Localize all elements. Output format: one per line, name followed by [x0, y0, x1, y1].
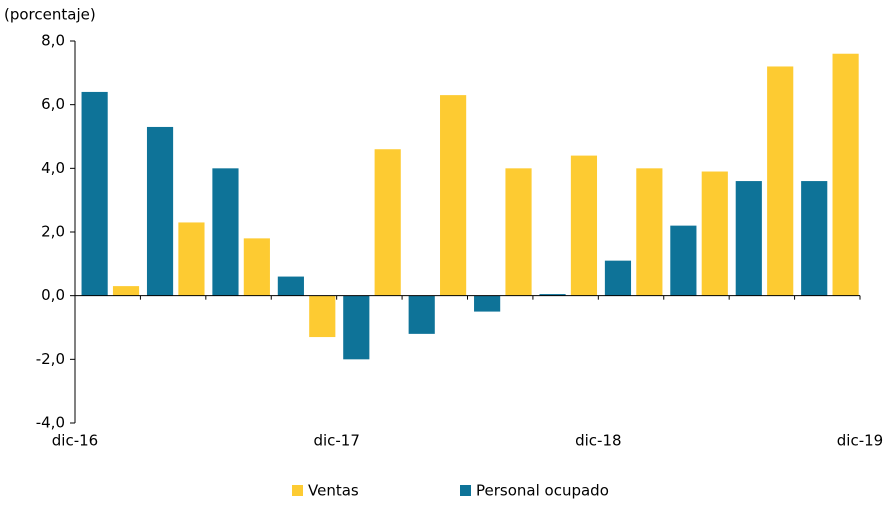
bar — [604, 260, 632, 296]
bar — [178, 222, 205, 296]
bar — [440, 95, 467, 296]
y-tick-label: -4,0 — [36, 414, 65, 432]
bar — [670, 225, 697, 296]
bar — [146, 126, 174, 296]
bar — [832, 53, 859, 296]
y-tick-label: 8,0 — [41, 32, 65, 50]
legend-label: Personal ocupado — [476, 482, 609, 500]
bar — [112, 286, 140, 296]
y-tick-label: 4,0 — [41, 159, 65, 177]
y-tick-label: 2,0 — [41, 223, 65, 241]
bar — [277, 276, 304, 296]
y-tick-label: 6,0 — [41, 95, 65, 113]
bar — [408, 295, 435, 334]
bar — [374, 149, 401, 296]
bar — [570, 155, 598, 296]
legend-swatch — [460, 485, 471, 496]
bar — [243, 238, 270, 296]
bar — [801, 181, 828, 296]
y-tick-label: 0,0 — [41, 286, 65, 304]
bar — [309, 295, 336, 338]
bar — [735, 181, 762, 296]
x-tick-label: dic-19 — [837, 432, 883, 450]
x-tick-label: dic-17 — [313, 432, 359, 450]
bar — [539, 294, 566, 296]
bar — [343, 295, 370, 360]
y-axis-label: (porcentaje) — [4, 6, 96, 24]
bar — [636, 168, 663, 296]
bar — [474, 295, 501, 312]
x-tick-label: dic-18 — [575, 432, 621, 450]
bar — [505, 168, 532, 296]
legend-label: Ventas — [308, 482, 359, 500]
y-tick-label: -2,0 — [36, 350, 65, 368]
legend-swatch — [292, 485, 303, 496]
bar — [767, 66, 794, 296]
x-tick-label: dic-16 — [52, 432, 98, 450]
bar — [701, 171, 728, 296]
bar — [81, 91, 108, 296]
bar — [212, 168, 239, 296]
